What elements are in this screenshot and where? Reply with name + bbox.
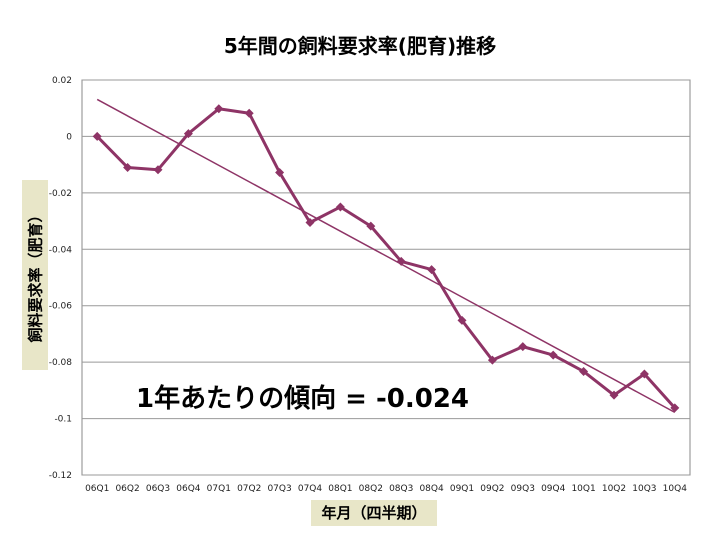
y-tick-label: -0.1 [54,415,72,425]
y-axis-label-box [22,180,48,370]
y-axis-label: 飼料要求率（肥育） [26,207,45,343]
data-point-marker [609,390,619,400]
grid-lines [82,79,690,476]
x-tick-label: 07Q2 [237,484,261,494]
x-tick-label: 10Q3 [632,484,656,494]
data-point-marker [670,403,680,413]
x-axis-label-box [311,500,437,526]
data-point-marker [639,369,649,379]
trendline-group [96,98,676,414]
x-tick-label: 07Q1 [207,484,231,494]
series-line [96,107,676,409]
data-point-marker [183,129,193,139]
chart-title: 5年間の飼料要求率(肥育)推移 [223,34,497,58]
data-point-marker [123,162,133,172]
x-tick-label: 06Q4 [176,484,201,494]
x-tick-label: 08Q4 [419,484,444,494]
series-group [92,104,680,413]
data-point-marker [487,355,497,365]
y-tick-label: -0.02 [49,189,72,199]
y-tick-labels: 0.02 0 -0.02 -0.04 -0.06 -0.08 -0.1 -0.12 [49,76,73,481]
data-point-marker [275,168,285,178]
x-tick-label: 06Q1 [85,484,109,494]
x-tick-label: 08Q1 [328,484,352,494]
y-tick-label: -0.08 [49,358,73,368]
x-tick-label: 10Q4 [663,484,688,494]
x-tick-label: 10Q2 [602,484,626,494]
y-tick-label: 0.02 [52,76,72,86]
x-tick-label: 09Q4 [541,484,566,494]
y-tick-label: -0.04 [49,245,73,255]
data-point-marker [335,202,345,212]
y-tick-label: -0.12 [49,471,72,481]
x-tick-labels: 06Q1 06Q2 06Q3 06Q4 07Q1 07Q2 07Q3 07Q4 08Q1 08Q2… [85,484,687,494]
data-point-marker [427,265,437,275]
data-point-marker [366,221,376,231]
data-point-marker [305,217,315,227]
data-point-marker [153,165,163,175]
x-tick-label: 07Q4 [298,484,323,494]
data-point-marker [214,104,224,114]
data-point-marker [396,256,406,266]
x-tick-label: 09Q3 [511,484,535,494]
trend-annotation: 1年あたりの傾向 = -0.024 [136,384,470,414]
x-tick-label: 06Q3 [146,484,170,494]
trendline [96,98,676,414]
x-tick-label: 09Q2 [480,484,504,494]
x-tick-label: 07Q3 [267,484,291,494]
plot-area [81,79,691,476]
x-tick-label: 08Q3 [389,484,413,494]
data-point-marker [457,315,467,325]
data-point-marker [244,108,254,118]
data-point-marker [548,350,558,360]
y-tick-label: 0 [66,132,72,142]
x-tick-label: 09Q1 [450,484,474,494]
x-tick-label: 08Q2 [359,484,383,494]
y-tick-label: -0.06 [49,302,73,312]
x-tick-label: 06Q2 [115,484,139,494]
data-point-marker [92,131,102,141]
data-point-marker [518,342,528,352]
data-point-marker [579,366,589,376]
x-tick-label: 10Q1 [571,484,595,494]
x-axis-label: 年月（四半期） [321,504,427,522]
